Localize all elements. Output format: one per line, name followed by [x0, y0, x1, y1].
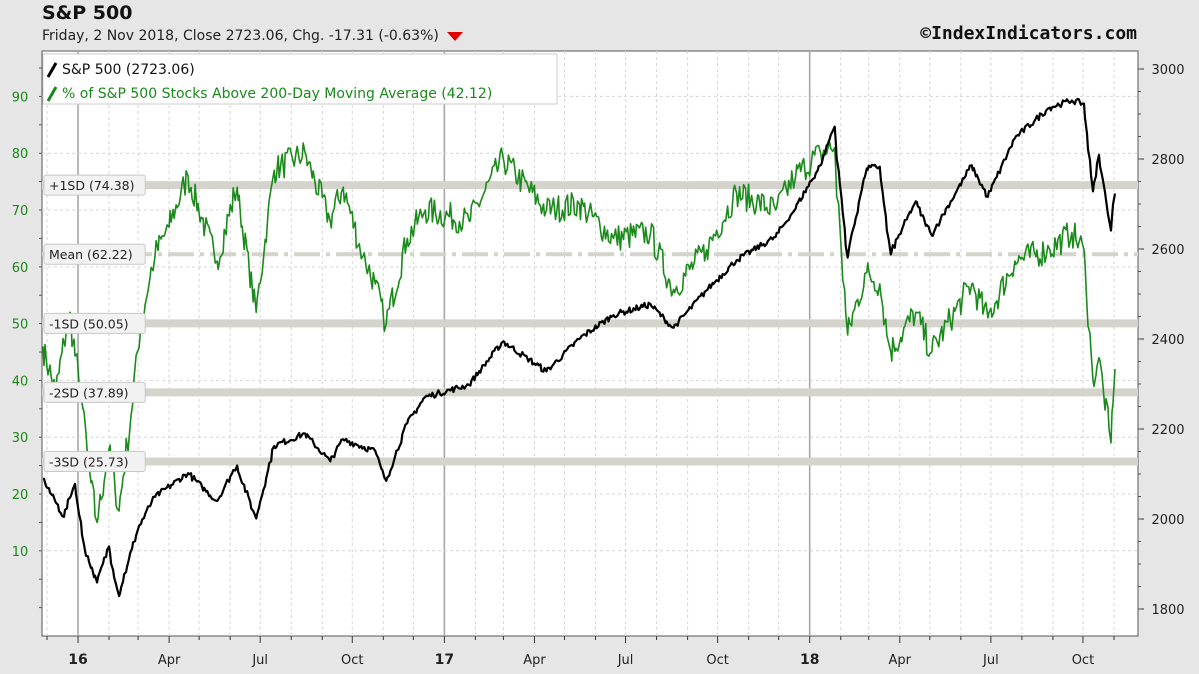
- y-left-tick-label: 80: [12, 147, 29, 162]
- y-right-tick-label: 2200: [1151, 423, 1184, 438]
- reference-label: -2SD (37.89): [49, 385, 129, 400]
- y-left-tick-label: 40: [12, 374, 29, 389]
- subtitle-text: Friday, 2 Nov 2018, Close 2723.06, Chg. …: [42, 28, 439, 44]
- y-right-tick-label: 2600: [1151, 243, 1184, 258]
- x-tick-label: Apr: [158, 653, 181, 668]
- legend-swatch-pct: [46, 86, 58, 102]
- reference-label: Mean (62.22): [49, 247, 133, 262]
- y-left-tick-label: 70: [12, 204, 29, 219]
- legend-box: [42, 53, 558, 105]
- x-tick-label: 16: [68, 652, 87, 668]
- y-right-tick-label: 1800: [1151, 603, 1184, 618]
- chart-title: S&P 500: [42, 2, 133, 24]
- y-right-tick-label: 2400: [1151, 333, 1184, 348]
- x-tick-label: Apr: [523, 653, 546, 668]
- y-right-tick-label: 3000: [1151, 63, 1184, 78]
- y-left-tick-label: 10: [12, 545, 29, 560]
- series-line-pct-above-200dma: [42, 141, 1116, 524]
- x-tick-label: Jul: [982, 653, 999, 668]
- x-tick-label: Apr: [889, 653, 912, 668]
- down-arrow-icon: [446, 32, 463, 41]
- reference-label-box: [43, 312, 146, 334]
- brand-watermark: ©IndexIndicators.com: [920, 23, 1137, 44]
- y-left-tick-label: 50: [12, 318, 29, 333]
- x-tick-label: Jul: [617, 653, 634, 668]
- y-left-tick-label: 30: [12, 431, 29, 446]
- reference-label: -3SD (25.73): [49, 454, 129, 469]
- reference-label-box: [43, 174, 146, 196]
- legend-entry-sp500: S&P 500 (2723.06): [62, 62, 195, 78]
- x-tick-label: Oct: [341, 653, 363, 668]
- series-line-sp500: [42, 97, 1117, 598]
- x-tick-label: 17: [435, 652, 454, 668]
- x-tick-label: Jul: [251, 653, 268, 668]
- reference-label: -1SD (50.05): [49, 316, 129, 331]
- chart-subtitle: Friday, 2 Nov 2018, Close 2723.06, Chg. …: [42, 28, 463, 44]
- plot-area: [41, 50, 1139, 637]
- y-left-tick-label: 20: [12, 488, 29, 503]
- x-tick-label: 18: [800, 652, 819, 668]
- legend-swatch-sp500: [46, 62, 58, 78]
- y-right-tick-label: 2000: [1151, 513, 1184, 528]
- reference-label: +1SD (74.38): [49, 178, 135, 193]
- y-right-tick-label: 2800: [1151, 153, 1184, 168]
- x-tick-label: Oct: [706, 653, 728, 668]
- legend-entry-pct: % of S&P 500 Stocks Above 200-Day Moving…: [62, 86, 492, 102]
- y-left-tick-label: 60: [12, 261, 29, 276]
- reference-label-box: [43, 243, 146, 265]
- reference-label-box: [43, 381, 146, 403]
- y-left-tick-label: 90: [12, 90, 29, 105]
- x-tick-label: Oct: [1072, 653, 1094, 668]
- reference-label-box: [43, 450, 146, 472]
